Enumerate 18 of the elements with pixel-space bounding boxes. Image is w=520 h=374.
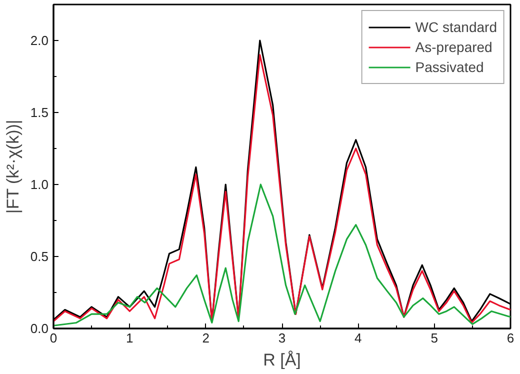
x-tick-label: 2 <box>202 330 210 346</box>
legend-label: WC standard <box>415 18 497 36</box>
legend-label: Passivated <box>415 58 484 76</box>
y-tick-label: 0.0 <box>30 321 49 336</box>
y-tick-label: 1.0 <box>30 177 49 192</box>
x-tick-label: 4 <box>354 330 362 346</box>
line-series <box>54 184 510 326</box>
y-tick-label: 2.0 <box>30 33 49 48</box>
x-tick-label: 5 <box>430 330 438 346</box>
y-axis-title: |FT (k²·χ(k))| <box>3 120 22 214</box>
y-tick-label: 0.5 <box>30 249 49 264</box>
legend-label: As-prepared <box>415 38 492 56</box>
x-tick-label: 6 <box>506 330 514 346</box>
x-tick-label: 1 <box>126 330 134 346</box>
x-axis-title: R [Å] <box>263 350 301 370</box>
y-tick-label: 1.5 <box>30 105 49 120</box>
x-tick-label: 0 <box>50 330 58 346</box>
x-tick-label: 3 <box>278 330 286 346</box>
